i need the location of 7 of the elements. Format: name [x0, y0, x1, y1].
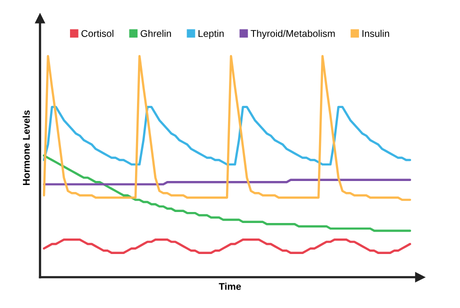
legend-label: Cortisol	[81, 30, 114, 37]
legend-label: Thyroid/Metabolism	[250, 30, 335, 39]
legend-label: Ghrelin	[140, 30, 171, 37]
legend-label: Insulin	[362, 30, 390, 37]
legend-label: Leptin	[198, 30, 224, 39]
x-axis-title: Time	[218, 282, 241, 290]
y-axis-title: Hormone Levels	[22, 110, 30, 186]
